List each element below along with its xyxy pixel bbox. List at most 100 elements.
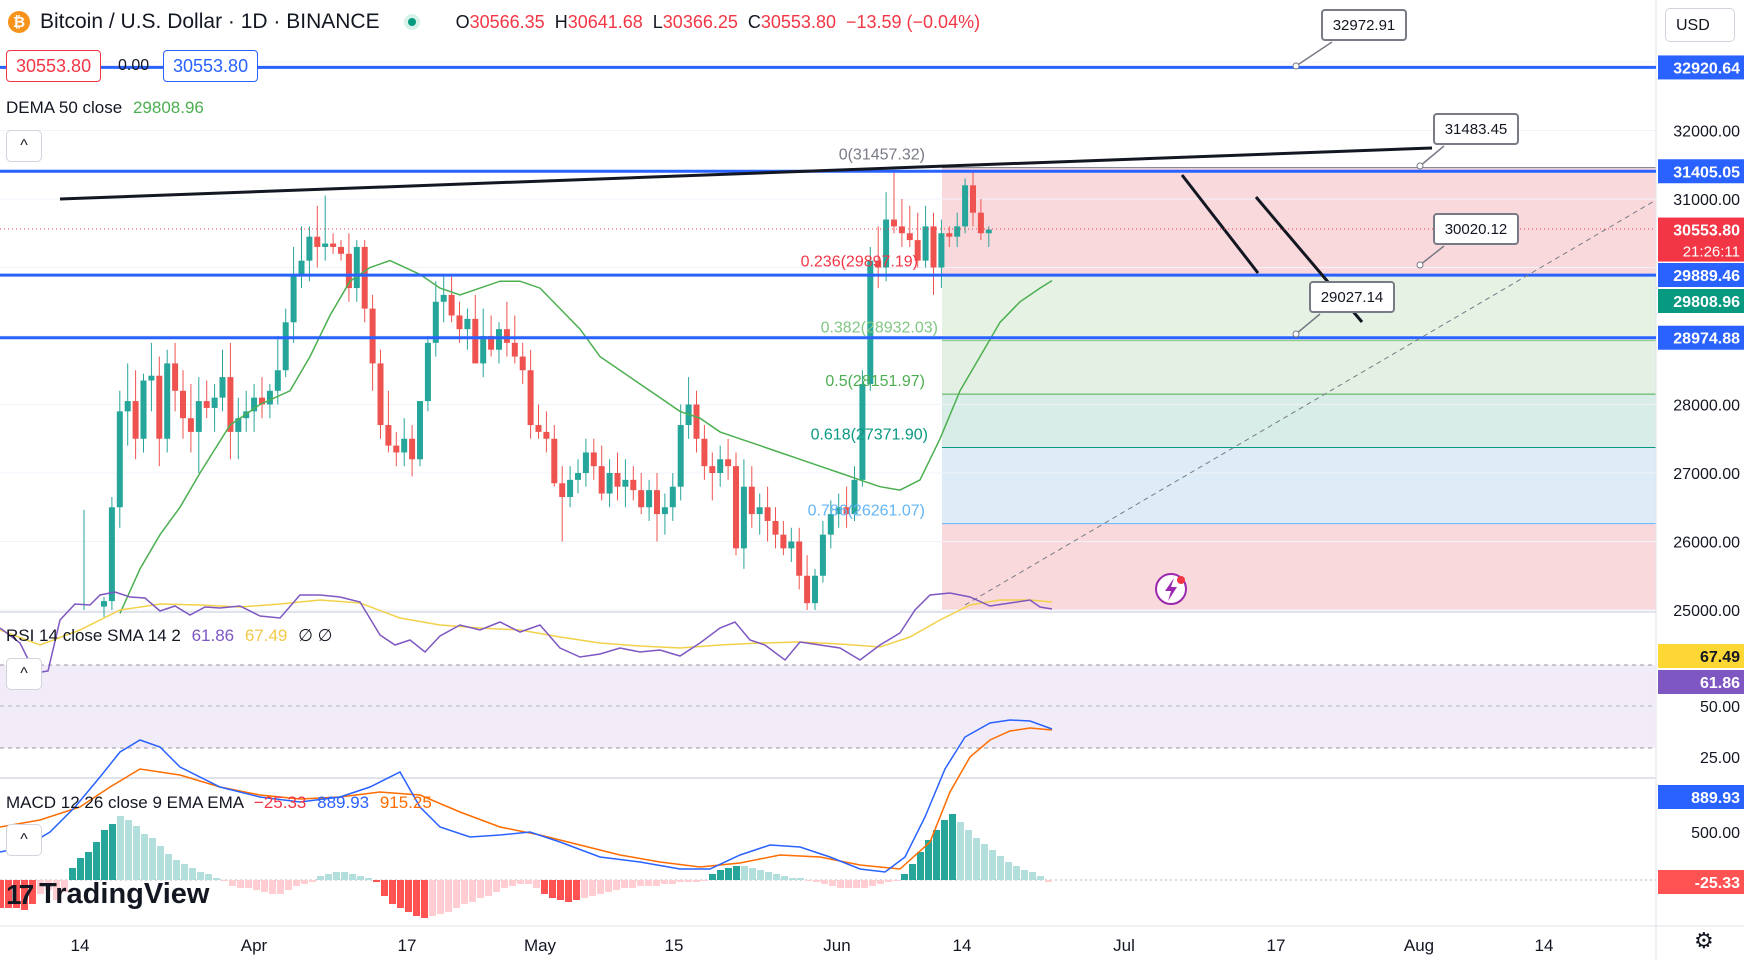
candlestick-series[interactable] [83, 171, 992, 617]
macd-label: MACD 12 26 close 9 EMA EMA [6, 793, 244, 812]
candle-body [922, 226, 929, 261]
sell-price-button[interactable]: 30553.80 [6, 50, 102, 82]
candle-body [195, 401, 202, 432]
callout-pointer [1295, 313, 1321, 335]
macd-histogram-bar [477, 880, 484, 898]
callout-text: 31483.45 [1445, 121, 1508, 138]
candle-body [116, 411, 123, 508]
candle-body [417, 401, 423, 460]
fib-retracement-zones[interactable] [942, 167, 1656, 610]
macd-histogram-bar [125, 820, 132, 880]
macd-line[interactable] [0, 719, 1053, 873]
rsi-legend[interactable]: RSI 14 close SMA 14 2 61.86 67.49 ∅ ∅ [6, 626, 332, 646]
macd-tick-label: 500.00 [1691, 825, 1740, 842]
collapse-rsi-button[interactable]: ^ [6, 658, 42, 690]
macd-histogram-bar [621, 880, 628, 888]
price-tick-label: 28000.00 [1673, 398, 1740, 415]
macd-histogram-bar [493, 880, 500, 892]
macd-histogram-bar [85, 852, 92, 880]
dema-value: 29808.96 [132, 98, 204, 117]
macd-badge-bg [1658, 785, 1744, 809]
macd-histogram-bar [69, 868, 76, 880]
macd-histogram-bar [741, 866, 748, 880]
tradingview-logo[interactable]: 17 TradingView [6, 878, 209, 911]
dema-legend[interactable]: DEMA 50 close 29808.96 [6, 98, 204, 118]
macd-histogram-bar [413, 880, 420, 916]
macd-signal-line[interactable] [0, 727, 1053, 870]
price-badges: 32920.64 31405.05 30553.80 21:26:11 29889.46… [1658, 55, 1744, 894]
macd-histogram-bar [877, 880, 884, 884]
rsi-sma-line[interactable] [0, 599, 1053, 649]
macd-histogram-bar [709, 874, 716, 880]
macd-histogram-bar [109, 824, 116, 880]
time-scale[interactable]: 14 Apr 17 May 15 Jun 14 Jul 17 Aug 14 [71, 936, 1554, 955]
candle-body [266, 390, 273, 405]
candle-body [282, 322, 289, 371]
candle-body [211, 397, 218, 408]
gear-icon[interactable]: ⚙ [1694, 928, 1714, 953]
fib-level-label: 0.618(27371.90) [811, 427, 928, 444]
macd-histogram-bar [253, 880, 260, 890]
rsi-badge: 61.86 [1700, 675, 1740, 692]
trend-line-resistance[interactable] [59, 146, 1433, 201]
trend-line-down-1[interactable] [1180, 174, 1260, 274]
macd-histogram-bar [549, 880, 556, 898]
candle-body [401, 438, 408, 453]
candle-body [172, 363, 179, 391]
callout-text: 32972.91 [1333, 17, 1396, 34]
macd-histogram-bar [957, 822, 964, 880]
macd-histogram-bar [485, 880, 492, 896]
open-value: 30566.35 [469, 11, 545, 32]
rsi-line[interactable] [0, 591, 1053, 674]
macd-histogram-bar [293, 880, 300, 886]
candle-body [638, 490, 645, 508]
macd-histogram-bar [405, 880, 412, 912]
price-scale[interactable]: 32000.00 31000.00 28000.00 27000.00 26000.00… [1673, 124, 1740, 843]
candle-body [646, 490, 653, 508]
callout-pointer [1419, 245, 1445, 266]
callout-text: 30020.12 [1445, 221, 1508, 238]
macd-histogram-bar [829, 880, 836, 886]
macd-histogram-bar [261, 880, 268, 892]
trend-line-support[interactable] [964, 199, 1657, 606]
macd-histogram-bar [837, 880, 844, 888]
macd-histogram-bar [997, 856, 1004, 880]
macd-histogram-bar [325, 874, 332, 880]
callout-anchor [1292, 330, 1300, 338]
currency-selector[interactable]: USD [1665, 8, 1735, 42]
candle-body [938, 233, 945, 268]
callout-anchor [1416, 162, 1424, 170]
macd-badge: 889.93 [1691, 790, 1740, 807]
candle-body [812, 575, 818, 604]
macd-legend[interactable]: MACD 12 26 close 9 EMA EMA −25.33 889.93… [6, 793, 432, 813]
macd-histogram-bar [677, 880, 684, 882]
rsi-label: RSI 14 close SMA 14 2 [6, 626, 181, 645]
candle-body [377, 363, 384, 426]
macd-histogram-bar [589, 880, 596, 896]
macd-histogram-bar [205, 874, 212, 880]
price-badge-bg [1658, 325, 1744, 350]
buy-price-button[interactable]: 30553.80 [163, 50, 259, 82]
macd-histogram-bar [13, 880, 20, 908]
candle-body [780, 534, 787, 549]
candle-body [962, 185, 969, 227]
symbol-header[interactable]: ₿ Bitcoin / U.S. Dollar · 1D · BINANCE O… [8, 10, 980, 34]
macd-histogram-bar [757, 870, 764, 880]
symbol-title[interactable]: Bitcoin / U.S. Dollar · 1D · BINANCE [40, 10, 380, 33]
collapse-legend-button[interactable]: ^ [6, 130, 42, 162]
price-callouts[interactable]: 32972.91 31483.45 30020.12 29027.14 [1292, 9, 1519, 338]
fib-labels: 0(31457.32) 0.236(29897.19) 0.382(28932.03… [801, 147, 938, 520]
fib-level-label: 0(31457.32) [839, 147, 925, 164]
collapse-macd-button[interactable]: ^ [6, 824, 42, 856]
macd-histogram-bar [637, 880, 644, 886]
candle-body [756, 507, 763, 515]
candle-body [764, 507, 771, 521]
dema-line[interactable] [119, 259, 1053, 614]
candle-body [369, 308, 376, 364]
lightning-icon[interactable] [1155, 573, 1187, 605]
macd-histogram-bar [717, 870, 724, 880]
candle-body [385, 425, 392, 446]
macd-histogram-bar [869, 880, 876, 886]
macd-histogram-bar [285, 880, 292, 890]
